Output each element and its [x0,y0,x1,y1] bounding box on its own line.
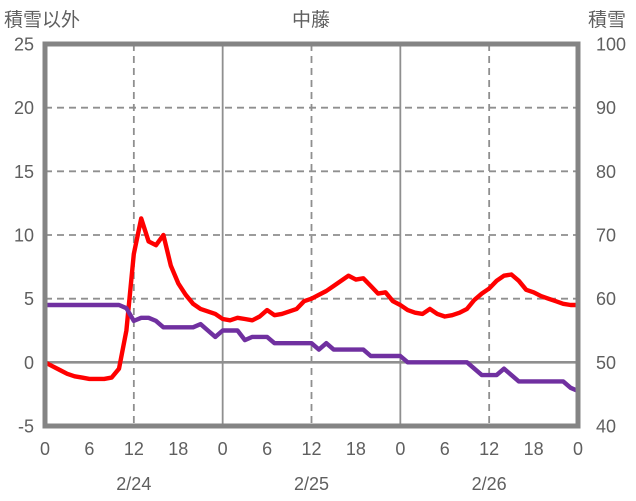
plot-frame [42,41,581,429]
plot-frame-layer [42,41,581,429]
x-axis-hour-label: 6 [84,439,94,459]
x-axis-hour-label: 12 [301,439,321,459]
chart-title: 中藤 [292,9,330,31]
left-axis-tick-label: 15 [14,162,34,182]
series-lines-layer [42,216,581,394]
x-axis-hour-label: 12 [124,439,144,459]
x-axis-hour-label: 0 [573,439,583,459]
x-axis-hour-label: 0 [218,439,228,459]
x-axis-hour-label: 18 [168,439,188,459]
right-axis-tick-label: 80 [596,162,616,182]
left-axis-tick-label: 20 [14,98,34,118]
x-axis-hour-label: 0 [395,439,405,459]
snow-depth-series-line [42,302,581,394]
x-axis-hour-label: 12 [479,439,499,459]
x-axis-date-label: 2/26 [472,474,507,494]
left-axis-tick-label: 5 [24,289,34,309]
left-axis-tick-label: 0 [24,353,34,373]
x-axis-hour-label: 6 [440,439,450,459]
left-axis-tick-label: 10 [14,226,34,246]
left-axis-title: 積雪以外 [4,9,80,31]
right-axis-tick-label: 50 [596,353,616,373]
x-axis-hour-label: 6 [262,439,272,459]
x-axis-hour-label: 18 [346,439,366,459]
right-axis-tick-label: 60 [596,289,616,309]
x-axis-date-label: 2/24 [116,474,151,494]
x-axis-hour-label: 0 [40,439,50,459]
gridlines-layer [45,44,578,426]
right-axis-tick-label: 100 [596,35,626,55]
left-axis-tick-label: 25 [14,35,34,55]
left-axis-tick-label: -5 [18,417,34,437]
x-axis-date-label: 2/25 [294,474,329,494]
right-axis-tick-label: 90 [596,98,616,118]
x-axis-hour-label: 18 [524,439,544,459]
right-axis-tick-label: 70 [596,226,616,246]
non-snow-series-line [42,216,581,382]
right-axis-title: 積雪 [588,9,626,31]
right-axis-tick-label: 40 [596,417,616,437]
